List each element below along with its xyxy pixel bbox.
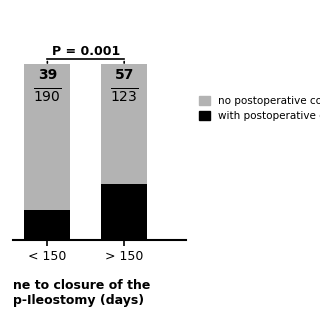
Text: $\overline{190}$: $\overline{190}$ — [33, 87, 62, 105]
Bar — [24, 210, 70, 240]
Bar — [24, 64, 70, 210]
Text: $\overline{123}$: $\overline{123}$ — [110, 87, 139, 105]
Text: 39: 39 — [38, 68, 57, 82]
Bar — [101, 184, 147, 240]
Legend: no postoperative compl, with postoperative com: no postoperative compl, with postoperati… — [199, 96, 320, 121]
Text: P = 0.001: P = 0.001 — [52, 45, 120, 58]
Text: 57: 57 — [115, 68, 134, 82]
Bar — [101, 64, 147, 184]
Text: ne to closure of the
p-Ileostomy (days): ne to closure of the p-Ileostomy (days) — [13, 279, 150, 307]
